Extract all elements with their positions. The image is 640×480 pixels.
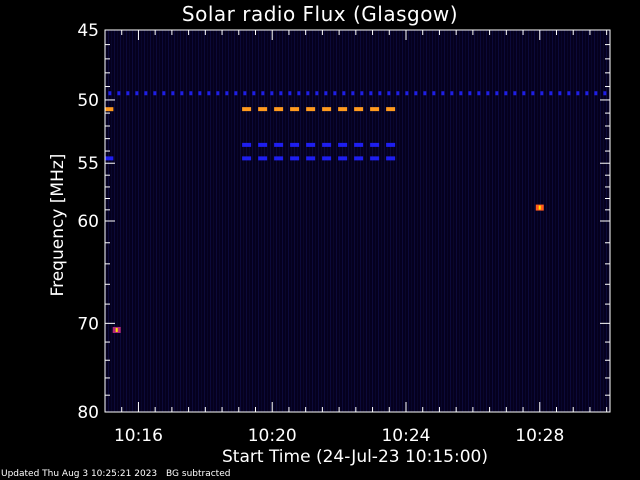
y-tick-labels: 45 50 55 60 70 80: [77, 21, 99, 423]
y-tick-label: 60: [77, 212, 99, 232]
hotspots: [112, 204, 544, 333]
chart-title: Solar radio Flux (Glasgow): [181, 2, 459, 26]
y-tick-label: 45: [77, 21, 99, 41]
x-axis-label: Start Time (24-Jul-23 10:15:00): [222, 447, 488, 467]
interference-bands: [105, 91, 607, 161]
footer: Updated Thu Aug 3 10:25:21 2023 BG subtr…: [1, 469, 230, 479]
axis-ticks: [105, 29, 610, 413]
hotspot-core-0: [538, 205, 541, 210]
background-note: BG subtracted: [166, 469, 231, 479]
y-tick-label: 80: [77, 403, 99, 423]
x-tick-labels: 10:16 10:20 10:24 10:28: [114, 426, 564, 446]
hotspot-core-1: [115, 327, 118, 332]
x-tick-label: 10:24: [381, 426, 430, 446]
x-tick-label: 10:16: [114, 426, 163, 446]
updated-timestamp: Updated Thu Aug 3 10:25:21 2023: [1, 469, 158, 479]
y-tick-label: 70: [77, 314, 99, 334]
y-axis-label: Frequency [MHz]: [48, 154, 68, 297]
y-tick-label: 50: [77, 91, 99, 111]
x-tick-label: 10:20: [248, 426, 297, 446]
x-tick-label: 10:28: [515, 426, 564, 446]
plot-texture: [105, 30, 610, 412]
y-tick-label: 55: [77, 154, 99, 174]
